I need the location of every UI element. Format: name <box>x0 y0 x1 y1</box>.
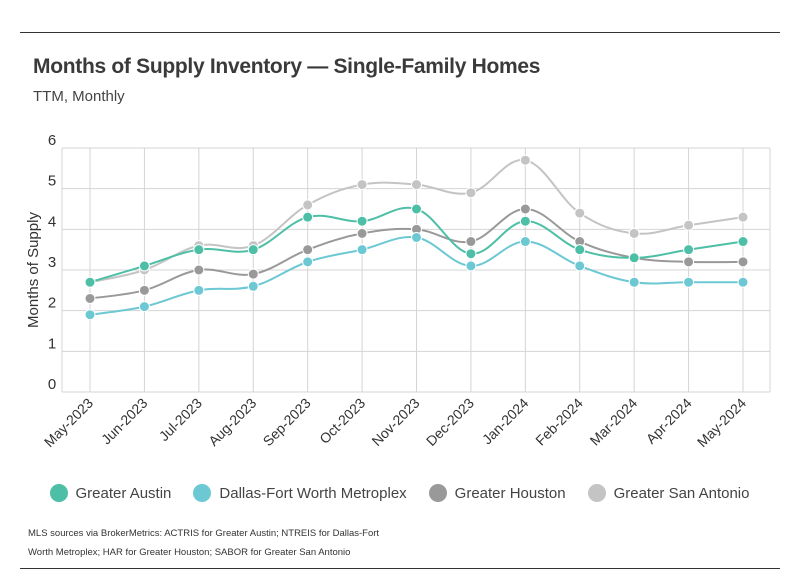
data-point[interactable] <box>411 203 422 215</box>
data-point[interactable] <box>84 292 96 304</box>
legend-swatch <box>49 484 68 502</box>
legend-item[interactable]: Dallas-Fort Worth Metroplex <box>193 484 407 502</box>
data-point[interactable] <box>628 227 640 239</box>
data-point[interactable] <box>411 231 422 243</box>
data-point[interactable] <box>737 211 749 223</box>
x-tick-label: Sep-2023 <box>260 395 314 449</box>
y-tick-label: 4 <box>48 213 56 230</box>
data-point[interactable] <box>465 187 477 199</box>
x-tick-labels: May-2023 Jun-2023 Jul-2023 Aug-2023 Sep-2023… <box>41 395 749 450</box>
x-tick-label: Apr-2024 <box>643 395 695 447</box>
x-tick-label: Jun-2023 <box>98 395 151 448</box>
x-tick-label: Aug-2023 <box>205 395 259 449</box>
data-point[interactable] <box>302 244 314 256</box>
data-point[interactable] <box>356 244 368 256</box>
data-point[interactable] <box>465 236 477 248</box>
data-point[interactable] <box>302 211 314 223</box>
legend-item[interactable]: Greater Houston <box>428 484 566 502</box>
data-point[interactable] <box>193 264 205 276</box>
data-point[interactable] <box>247 280 259 292</box>
data-point[interactable] <box>519 154 531 166</box>
x-tick-label: Oct-2023 <box>316 395 368 447</box>
y-tick-label: 1 <box>48 335 56 352</box>
data-point[interactable] <box>193 244 205 256</box>
data-point[interactable] <box>628 276 640 288</box>
x-tick-label: Jan-2024 <box>479 395 532 448</box>
source-note: MLS sources via BrokerMetrics: ACTRIS fo… <box>28 528 380 558</box>
data-point[interactable] <box>302 199 314 211</box>
legend-label: Greater Houston <box>454 484 566 502</box>
data-point[interactable] <box>683 244 695 256</box>
data-point[interactable] <box>737 236 749 248</box>
data-point[interactable] <box>683 276 695 288</box>
x-tick-label: Feb-2024 <box>532 395 586 449</box>
data-point[interactable] <box>84 276 96 288</box>
data-point[interactable] <box>574 244 586 256</box>
y-tick-label: 2 <box>48 295 56 312</box>
legend-swatch <box>428 484 447 502</box>
legend-label: Dallas-Fort Worth Metroplex <box>219 484 407 502</box>
data-point[interactable] <box>356 227 368 239</box>
data-point[interactable] <box>683 219 695 231</box>
x-tick-label: May-2023 <box>41 395 96 450</box>
data-point[interactable] <box>247 268 259 280</box>
y-tick-label: 5 <box>48 173 56 190</box>
y-tick-label: 6 <box>48 132 56 149</box>
y-tick-label: 3 <box>48 254 56 271</box>
data-point[interactable] <box>356 215 368 227</box>
x-tick-label: Nov-2023 <box>368 395 422 449</box>
y-tick-label: 0 <box>48 376 56 393</box>
x-tick-label: May-2024 <box>694 395 749 450</box>
bottom-rule <box>20 568 780 569</box>
legend-swatch <box>193 484 212 502</box>
grid-lines <box>61 147 771 393</box>
data-point[interactable] <box>574 260 586 272</box>
legend-label: Greater San Antonio <box>613 484 750 502</box>
y-tick-labels: 0 1 2 3 4 5 6 <box>48 132 56 393</box>
legend-item[interactable]: Greater San Antonio <box>587 484 750 502</box>
legend-swatch <box>587 484 606 502</box>
data-point[interactable] <box>465 248 477 260</box>
x-tick-label: Mar-2024 <box>587 395 641 449</box>
data-points <box>84 154 749 321</box>
data-point[interactable] <box>247 244 259 256</box>
chart-subtitle: TTM, Monthly <box>33 88 125 105</box>
data-point[interactable] <box>683 256 695 268</box>
data-point[interactable] <box>737 276 749 288</box>
data-point[interactable] <box>138 301 150 313</box>
data-point[interactable] <box>519 203 531 215</box>
y-axis-label: Months of Supply <box>25 212 42 328</box>
legend-item[interactable]: Greater Austin <box>49 484 172 502</box>
data-point[interactable] <box>302 256 314 268</box>
data-point[interactable] <box>193 284 205 296</box>
data-point[interactable] <box>84 309 96 321</box>
data-point[interactable] <box>411 179 422 191</box>
data-point[interactable] <box>519 215 531 227</box>
top-rule <box>20 32 780 33</box>
x-tick-label: Dec-2023 <box>423 395 477 449</box>
legend: Greater Austin Dallas-Fort Worth Metrople… <box>0 484 799 502</box>
data-point[interactable] <box>737 256 749 268</box>
data-point[interactable] <box>356 179 368 191</box>
data-point[interactable] <box>574 207 586 219</box>
data-point[interactable] <box>138 260 150 272</box>
data-point[interactable] <box>138 284 150 296</box>
legend-label: Greater Austin <box>75 484 172 502</box>
chart-title: Months of Supply Inventory — Single-Fami… <box>33 55 541 78</box>
data-point[interactable] <box>519 236 531 248</box>
data-point[interactable] <box>628 252 640 264</box>
data-point[interactable] <box>465 260 477 272</box>
x-tick-label: Jul-2023 <box>156 395 205 444</box>
